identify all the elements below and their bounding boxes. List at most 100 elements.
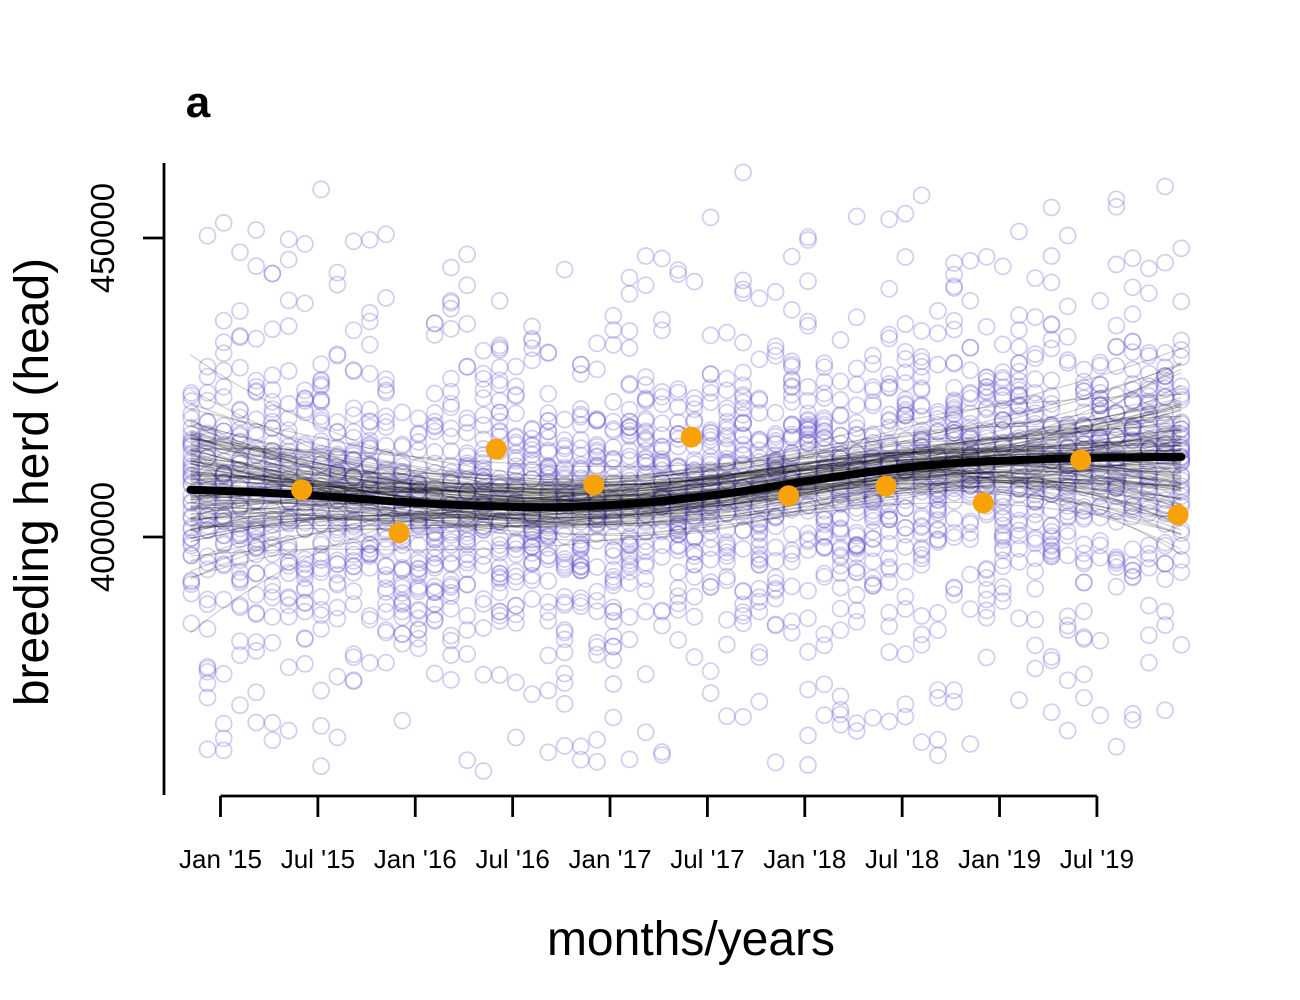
posterior-draw-point	[815, 409, 834, 428]
posterior-draw-point	[214, 463, 233, 482]
posterior-draw-point	[507, 545, 525, 564]
posterior-draw-point	[555, 439, 574, 458]
observed-point	[875, 475, 897, 497]
posterior-draw-point	[685, 507, 704, 525]
posterior-draw-point	[539, 743, 558, 762]
posterior-draw-point	[1058, 415, 1077, 434]
posterior-draw-point	[1075, 602, 1093, 621]
posterior-draw-point	[653, 473, 671, 492]
posterior-draw-point	[344, 362, 363, 381]
posterior-draw-point	[555, 543, 574, 562]
posterior-draw-point	[1091, 474, 1110, 493]
posterior-draw-point	[360, 400, 379, 419]
x-tick-label: Jul '19	[1060, 844, 1134, 874]
posterior-draw-point	[653, 450, 671, 468]
posterior-draw-point	[1107, 470, 1126, 489]
posterior-draw-point	[896, 486, 915, 505]
posterior-draw-point	[815, 526, 834, 545]
posterior-draw-point	[1156, 387, 1174, 406]
posterior-draw-point	[263, 502, 282, 520]
posterior-draw-point	[912, 516, 931, 535]
posterior-draw-point	[799, 497, 817, 515]
posterior-draw-point	[1140, 626, 1158, 645]
posterior-draw-point	[474, 389, 493, 408]
posterior-draw-point	[993, 551, 1012, 570]
posterior-draw-point	[507, 436, 525, 454]
posterior-draw-line	[190, 444, 1182, 494]
posterior-draw-point	[993, 391, 1012, 410]
posterior-draw-point	[847, 503, 866, 522]
observed-point	[485, 438, 507, 460]
posterior-draw-point	[718, 369, 736, 388]
posterior-draw-point	[377, 471, 395, 490]
posterior-draw-point	[393, 479, 412, 498]
posterior-draw-point	[977, 561, 996, 580]
posterior-draw-point	[555, 553, 574, 572]
posterior-draw-point	[571, 455, 590, 474]
posterior-draw-point	[247, 539, 266, 558]
posterior-draw-point	[864, 487, 882, 506]
posterior-draw-point	[1140, 470, 1158, 489]
posterior-draw-point	[360, 312, 379, 331]
posterior-draw-point	[393, 594, 412, 612]
posterior-draw-point	[1107, 427, 1126, 446]
posterior-draw-point	[1091, 292, 1110, 310]
posterior-draw-point	[474, 520, 493, 539]
posterior-draw-point	[409, 481, 428, 500]
posterior-draw-point	[799, 433, 817, 452]
posterior-draw-point	[490, 478, 509, 497]
posterior-draw-point	[977, 429, 996, 447]
posterior-draw-point	[1042, 547, 1061, 566]
posterior-draw-point	[993, 437, 1012, 455]
posterior-draw-point	[442, 258, 460, 277]
posterior-draw-point	[1010, 387, 1028, 406]
posterior-draw-point	[296, 400, 314, 419]
posterior-draw-point	[1091, 706, 1110, 725]
posterior-draw-point	[1107, 337, 1126, 356]
posterior-draw-point	[831, 509, 850, 528]
posterior-draw-point	[993, 402, 1012, 421]
posterior-draw-point	[636, 457, 655, 475]
posterior-draw-point	[993, 421, 1012, 440]
posterior-draw-point	[490, 423, 509, 442]
posterior-draw-point	[377, 463, 395, 482]
posterior-draw-point	[701, 684, 720, 702]
posterior-draw-point	[669, 594, 688, 613]
posterior-draw-point	[296, 437, 314, 456]
posterior-draw-point	[442, 382, 460, 401]
posterior-draw-point	[458, 245, 477, 264]
posterior-draw-point	[847, 486, 866, 504]
posterior-draw-point	[1026, 562, 1045, 581]
posterior-draw-point	[523, 339, 541, 358]
posterior-draw-point	[799, 228, 817, 247]
posterior-draw-point	[864, 437, 882, 456]
posterior-draw-point	[279, 564, 298, 583]
posterior-draw-point	[1172, 636, 1191, 654]
posterior-draw-point	[214, 388, 233, 406]
posterior-draw-point	[896, 431, 915, 449]
posterior-draw-point	[247, 383, 266, 402]
posterior-draw-point	[523, 317, 541, 336]
posterior-draw-point	[831, 540, 850, 559]
posterior-draw-point	[296, 560, 314, 578]
posterior-draw-line	[190, 457, 1182, 519]
posterior-draw-point	[1026, 513, 1045, 531]
posterior-draw-point	[653, 249, 671, 268]
posterior-draw-point	[766, 453, 785, 471]
posterior-draw-point	[636, 505, 655, 524]
posterior-draw-point	[880, 439, 899, 457]
posterior-draw-point	[312, 551, 330, 569]
posterior-draw-point	[604, 412, 623, 431]
posterior-draw-point	[1058, 478, 1077, 497]
posterior-draw-point	[507, 433, 525, 452]
posterior-draw-point	[734, 614, 752, 633]
posterior-draw-point	[409, 475, 428, 493]
posterior-draw-point	[247, 512, 266, 531]
posterior-draw-point	[945, 378, 963, 397]
posterior-draw-point	[669, 579, 688, 597]
posterior-draw-point	[718, 440, 736, 459]
posterior-draw-point	[815, 528, 834, 547]
posterior-draw-point	[912, 186, 931, 205]
posterior-draw-point	[896, 707, 915, 726]
posterior-draw-point	[247, 221, 266, 239]
